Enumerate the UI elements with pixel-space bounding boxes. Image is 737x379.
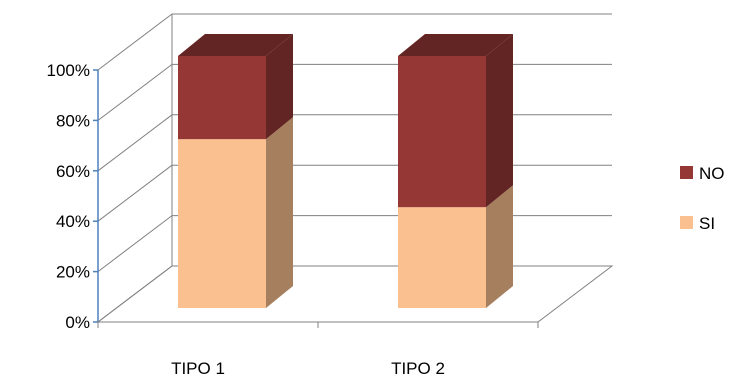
category-labels: TIPO 1 TIPO 2 (171, 359, 445, 378)
y-tick-label: 100% (47, 61, 90, 80)
bars (178, 34, 513, 308)
y-tick-labels: 0% 20% 40% 60% 80% 100% (47, 61, 90, 332)
gridline-side (97, 215, 173, 272)
gridline-side (97, 164, 173, 222)
bar-si-2 (398, 207, 486, 308)
bar-no-1 (178, 56, 266, 140)
legend-swatch-si (680, 216, 693, 229)
category-label: TIPO 2 (391, 359, 445, 378)
y-tick-label: 80% (56, 111, 90, 130)
gridlines (96, 13, 614, 323)
bar-no-2 (398, 56, 486, 208)
axes (93, 69, 539, 328)
bar-top-2 (398, 34, 513, 56)
category-label: TIPO 1 (171, 359, 225, 378)
y-tick-label: 40% (56, 212, 90, 231)
legend: NO SI (680, 164, 725, 233)
y-tick-label: 60% (56, 162, 90, 181)
bar-side-no-2 (486, 34, 513, 208)
bar-side-si-2 (486, 185, 513, 308)
bar-si-1 (178, 139, 266, 308)
bar-side-si-1 (266, 117, 293, 308)
legend-label-no: NO (699, 164, 725, 183)
bar-side-no-1 (266, 34, 293, 140)
chart-floor (96, 265, 614, 323)
legend-label-si: SI (699, 214, 715, 233)
y-tick-label: 0% (65, 313, 90, 332)
y-tick-label: 20% (56, 263, 90, 282)
gridline-side (97, 114, 173, 172)
gridline-side (97, 64, 173, 121)
gridline-side (97, 13, 173, 71)
bar-top-1 (178, 34, 293, 56)
legend-swatch-no (680, 166, 693, 179)
